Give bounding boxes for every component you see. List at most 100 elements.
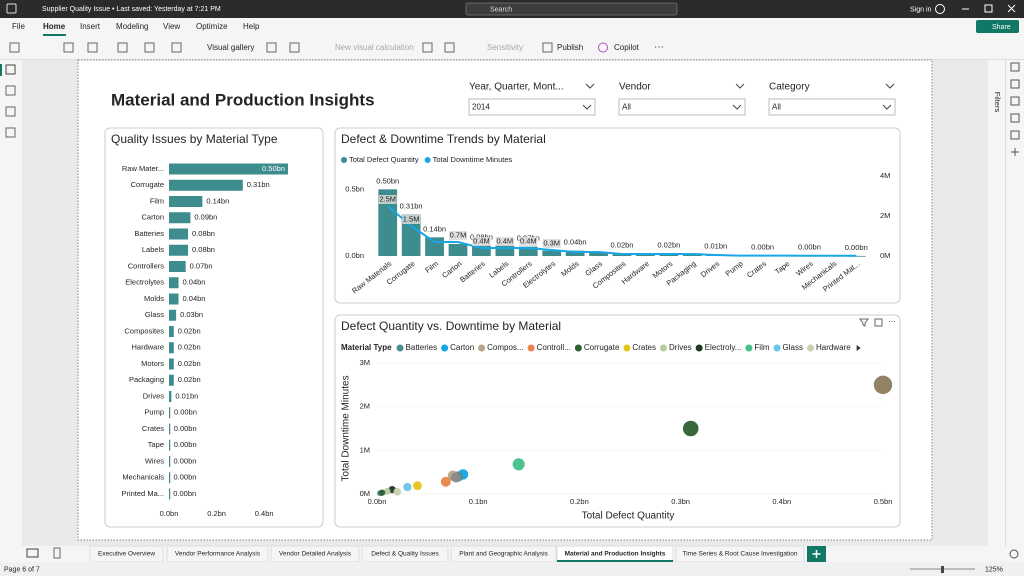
chart-title: Quality Issues by Material Type [111,132,278,146]
scatter-point [379,490,385,496]
bar [169,196,202,207]
y-tick-label: Motors [141,359,164,368]
menu-item[interactable]: File [12,22,25,31]
menu-item[interactable]: Help [243,22,260,31]
y-tick-label: Printed Ma... [121,489,164,498]
x-axis-title: Total Defect Quantity [582,511,675,522]
status-bar [0,562,1024,576]
ribbon-visual-gallery[interactable]: Visual gallery [207,43,254,52]
bar [449,244,468,256]
nav-active [0,64,2,76]
filters-pane-label[interactable]: Filters [993,92,1002,113]
y-tick-label: Electrolytes [125,278,164,287]
y-tick-label: 0.5bn [345,184,364,193]
data-label: 0.08bn [192,245,215,254]
x-tick-label: 0.2bn [207,509,226,518]
scatter-point [441,477,451,487]
y-tick-label: 0.0bn [345,251,364,260]
bar [169,359,174,370]
bar [169,375,174,386]
data-label: 0.00bn [174,408,197,417]
bar [169,456,170,467]
scatter-point [513,458,525,470]
menu-item[interactable]: Optimize [196,22,228,31]
more-options[interactable]: ··· [888,317,896,326]
data-label: 0.4M [497,236,514,245]
scatter-point [451,472,461,482]
data-label: 0.00bn [845,243,868,252]
ribbon-publish[interactable]: Publish [557,43,583,52]
bar [169,261,186,272]
menu-item[interactable]: Insert [80,22,101,31]
sign-in[interactable]: Sign in [910,6,932,13]
zoom-thumb[interactable] [941,566,944,573]
ribbon-sensitivity: Sensitivity [487,43,523,52]
y-axis-title: Total Downtime Minutes [341,375,352,481]
data-label: 0.00bn [174,424,197,433]
data-label: 0.03bn [180,310,203,319]
data-label: 0.01bn [175,391,198,400]
document-title[interactable]: Supplier Quality Issue • Last saved: Yes… [42,6,221,13]
y2-tick-label: 0M [880,251,890,260]
y-tick-label: Drives [143,391,165,400]
legend-marker [575,345,582,352]
ribbon-copilot[interactable]: Copilot [614,43,640,52]
bar [495,245,514,256]
slicer-label: Category [769,82,810,93]
bar [169,440,170,451]
slicer-value: All [772,103,781,112]
legend-marker [441,345,448,352]
chart-title: Defect & Downtime Trends by Material [341,132,546,146]
data-label: 0.04bn [183,294,206,303]
bar [169,229,188,240]
ribbon-new-visual-calculation: New visual calculation [335,43,414,52]
zoom-level: 125% [985,566,1003,573]
menu-item[interactable]: View [163,22,180,31]
y-tick-label: Crates [142,424,164,433]
page-tab-label: Time Series & Root Cause Investigation [682,551,797,558]
data-label: 0.08bn [192,229,215,238]
legend-marker [341,157,347,163]
y-tick-label: Tape [148,440,164,449]
data-label: 0.04bn [183,278,206,287]
legend-marker [528,345,535,352]
data-label: 0.01bn [704,242,727,251]
x-tick-label: 0.5bn [874,497,893,506]
ribbon-more[interactable]: ··· [654,42,664,53]
menu-item[interactable]: Home [43,22,66,31]
legend-marker [696,345,703,352]
legend-label: Corrugate [584,343,620,352]
left-nav [0,60,22,546]
page-tab-label: Executive Overview [98,551,155,558]
x-tick-label: 0.4bn [255,509,274,518]
legend-label: Glass [783,343,803,352]
slicer-value: 2014 [472,103,490,112]
bar [169,407,170,418]
slicer-value: All [622,103,631,112]
y-tick-label: Carton [141,213,164,222]
data-label: 0.00bn [173,489,196,498]
bar [169,294,179,305]
menu-item[interactable]: Modeling [116,22,148,31]
data-label: 0.02bn [178,343,201,352]
y-tick-label: Pump [144,408,164,417]
legend-label: Batteries [406,343,438,352]
data-label: 0.00bn [174,440,197,449]
bar [169,180,243,191]
data-label: 0.14bn [206,196,229,205]
page-tab-label: Vendor Performance Analysis [175,551,261,558]
data-label: 0.00bn [173,473,196,482]
bar [425,237,444,256]
data-label: 0.02bn [178,359,201,368]
data-label: 0.09bn [194,213,217,222]
data-label: 0.31bn [247,180,270,189]
slicer-dropdown[interactable] [619,99,745,115]
y-tick-label: Molds [144,294,164,303]
legend-title: Material Type [341,343,392,352]
data-label: 0.02bn [657,240,680,249]
slicer-dropdown[interactable] [769,99,895,115]
x-tick-label: 0.4bn [772,497,791,506]
x-tick-label: 0.1bn [469,497,488,506]
x-tick-label: 0.0bn [160,509,179,518]
